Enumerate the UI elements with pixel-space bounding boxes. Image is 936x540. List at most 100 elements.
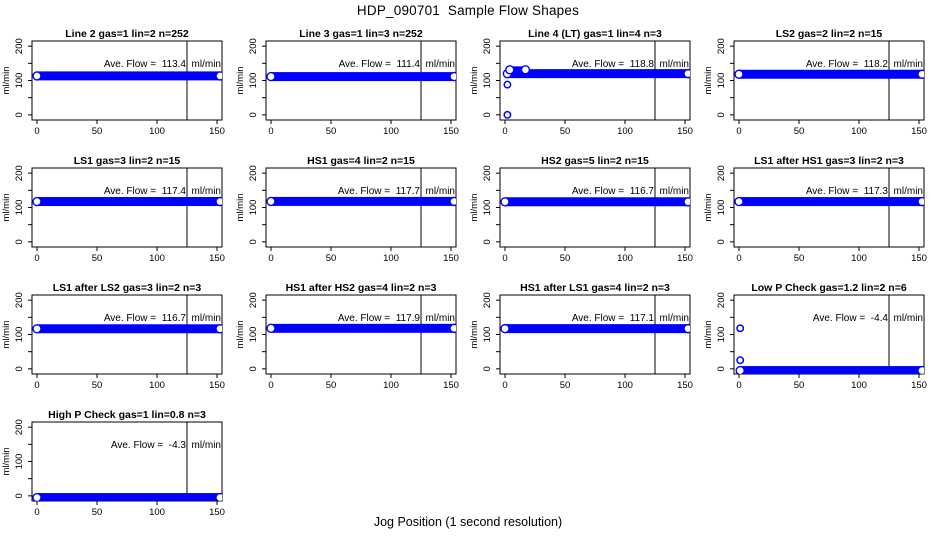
y-axis-tick-label: 100 — [248, 200, 259, 216]
y-axis-tick-label: 100 — [248, 73, 259, 89]
y-axis-tick-label: 0 — [716, 366, 727, 371]
y-axis-tick-label: 0 — [14, 239, 25, 244]
band-end-point — [215, 71, 222, 81]
y-axis-label: ml/min — [703, 67, 714, 95]
flow-panel: HS1 after HS2 gas=4 lin=2 n=3 0 100 200 ml/m… — [234, 267, 468, 394]
flow-panel: Low P Check gas=1.2 lin=2 n=6 0 100 200 ml/m… — [702, 267, 936, 394]
y-axis-tick-label: 200 — [482, 165, 493, 181]
plot-box — [31, 167, 223, 248]
x-axis-tick-label: 0 — [268, 126, 273, 137]
plot-box — [31, 294, 223, 375]
y-axis-tick-label: 0 — [716, 112, 727, 117]
flow-band — [37, 197, 220, 207]
x-axis-tick-label: 0 — [268, 253, 273, 264]
band-end-point — [215, 492, 222, 501]
x-axis-tick-label: 50 — [794, 126, 805, 137]
band-end-point — [734, 196, 744, 207]
ave-flow-annotation: Ave. Flow = 116.7 ml/min — [572, 186, 689, 197]
flow-band — [739, 197, 922, 207]
x-axis-tick-label: 50 — [794, 380, 805, 391]
y-axis-tick-label: 0 — [14, 493, 25, 498]
data-layer — [502, 65, 690, 119]
x-axis-tick-label: 150 — [443, 253, 459, 264]
data-layer — [32, 71, 222, 81]
flow-band — [37, 324, 220, 334]
y-axis-tick-label: 0 — [716, 239, 727, 244]
x-axis-tick-label: 100 — [617, 126, 633, 137]
x-axis-tick-label: 50 — [92, 380, 103, 391]
flow-panel: LS2 gas=2 lin=2 n=15 0 100 200 ml/min 0 50 100 1… — [702, 13, 936, 140]
band-end-point — [734, 69, 744, 79]
x-axis-tick-label: 150 — [911, 126, 927, 137]
band-end-point — [215, 324, 222, 334]
x-axis-tick-label: 100 — [851, 253, 867, 264]
ave-flow-annotation: Ave. Flow = 113.4 ml/min — [104, 59, 221, 70]
band-end-point — [505, 65, 515, 75]
y-axis-tick-label: 200 — [14, 292, 25, 308]
band-end-point — [215, 196, 222, 207]
band-end-point — [500, 197, 510, 207]
y-axis-label: ml/min — [235, 194, 246, 222]
y-axis-tick-label: 200 — [14, 419, 25, 435]
plot-box — [31, 421, 223, 502]
x-axis-tick-label: 0 — [34, 507, 39, 518]
x-axis-tick-label: 100 — [149, 126, 165, 137]
flow-panel-svg: HS1 after LS1 gas=4 lin=2 n=3 0 100 200 ml/m… — [469, 282, 693, 391]
x-axis-tick-label: 150 — [911, 380, 927, 391]
x-axis-tick-label: 50 — [560, 126, 571, 137]
x-axis-tick-label: 150 — [677, 380, 693, 391]
y-axis-tick-label: 200 — [14, 38, 25, 54]
flow-panel-svg: HS1 gas=4 lin=2 n=15 0 100 200 ml/min 0 50 100 1… — [235, 155, 459, 264]
panel-title: Line 4 (LT) gas=1 lin=4 n=3 — [528, 28, 662, 40]
plot-box — [499, 167, 691, 248]
flow-panel: Line 4 (LT) gas=1 lin=4 n=3 0 100 200 ml/min… — [468, 13, 702, 140]
panel-title: High P Check gas=1 lin=0.8 n=3 — [48, 409, 206, 421]
x-axis-tick-label: 150 — [677, 126, 693, 137]
x-axis-tick-label: 50 — [326, 253, 337, 264]
flow-panel: HS1 after LS1 gas=4 lin=2 n=3 0 100 200 ml/m… — [468, 267, 702, 394]
y-axis-label: ml/min — [703, 194, 714, 222]
y-axis-tick-label: 0 — [482, 112, 493, 117]
y-axis-tick-label: 0 — [248, 366, 259, 371]
ave-flow-annotation: Ave. Flow = 116.7 ml/min — [104, 313, 221, 324]
flow-panel: HS1 gas=4 lin=2 n=15 0 100 200 ml/min 0 50 100 1… — [234, 140, 468, 267]
y-axis-label: ml/min — [1, 448, 12, 476]
y-axis-label: ml/min — [235, 321, 246, 349]
x-axis-tick-label: 100 — [851, 126, 867, 137]
plot-box — [733, 167, 925, 248]
y-axis-tick-label: 100 — [14, 200, 25, 216]
x-axis-tick-label: 0 — [34, 253, 39, 264]
y-axis-label: ml/min — [469, 194, 480, 222]
y-axis-tick-label: 100 — [716, 200, 727, 216]
x-axis-tick-label: 50 — [92, 253, 103, 264]
y-axis-tick-label: 100 — [248, 327, 259, 343]
y-axis-tick-label: 200 — [482, 292, 493, 308]
x-axis-tick-label: 100 — [149, 380, 165, 391]
data-layer — [734, 196, 924, 207]
band-end-point — [683, 68, 690, 79]
flow-panel-svg: HS2 gas=5 lin=2 n=15 0 100 200 ml/min 0 50 100 1… — [469, 155, 693, 264]
y-axis-tick-label: 200 — [716, 292, 727, 308]
x-axis-tick-label: 100 — [383, 253, 399, 264]
x-axis-tick-label: 100 — [149, 507, 165, 518]
y-axis-label: ml/min — [1, 67, 12, 95]
y-axis-tick-label: 200 — [248, 292, 259, 308]
x-axis-tick-label: 0 — [736, 253, 741, 264]
x-axis-tick-label: 50 — [560, 253, 571, 264]
ave-flow-annotation: Ave. Flow = 111.4 ml/min — [339, 59, 455, 70]
flow-panel: LS1 after LS2 gas=3 lin=2 n=3 0 100 200 ml/m… — [0, 267, 234, 394]
data-layer — [266, 196, 456, 207]
y-axis-tick-label: 100 — [716, 73, 727, 89]
x-axis-tick-label: 100 — [383, 126, 399, 137]
y-axis-tick-label: 0 — [14, 112, 25, 117]
y-axis-label: ml/min — [469, 321, 480, 349]
x-axis-tick-label: 100 — [851, 380, 867, 391]
flow-band — [740, 366, 922, 374]
x-axis-tick-label: 100 — [383, 380, 399, 391]
y-axis-tick-label: 100 — [482, 73, 493, 89]
x-axis-tick-label: 0 — [502, 380, 507, 391]
y-axis-tick-label: 0 — [248, 112, 259, 117]
y-axis-tick-label: 100 — [14, 454, 25, 470]
panel-title: LS1 after LS2 gas=3 lin=2 n=3 — [53, 282, 202, 294]
x-axis-tick-label: 100 — [617, 253, 633, 264]
